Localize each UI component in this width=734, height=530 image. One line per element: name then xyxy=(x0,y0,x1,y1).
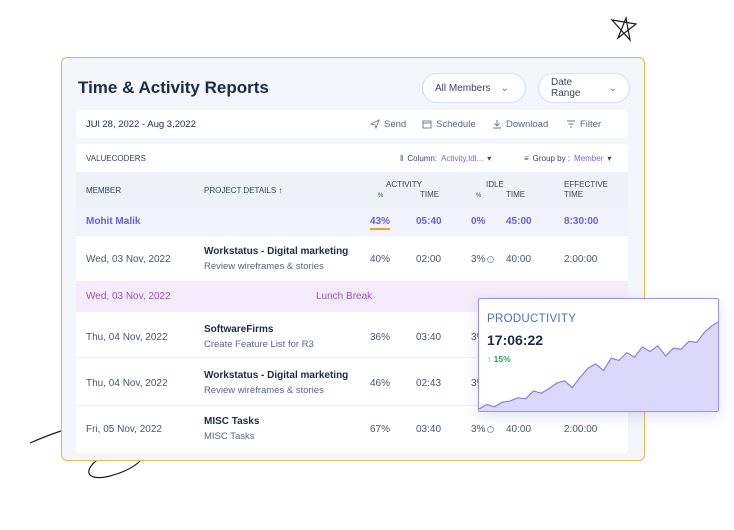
members-select[interactable]: All Members ⌄ xyxy=(422,73,526,103)
filter-label: Filter xyxy=(580,118,602,130)
filter-button[interactable]: Filter xyxy=(566,119,601,130)
row-idle-pct-value: 3% xyxy=(471,424,486,435)
download-label: Download xyxy=(506,118,549,130)
column-label: Column: xyxy=(407,154,438,163)
member-activity-pct: 43% xyxy=(370,216,391,230)
row-project: MISC Tasks xyxy=(204,416,260,427)
row-date: Wed, 03 Nov, 2022 xyxy=(86,254,171,265)
productivity-sparkline xyxy=(479,321,718,411)
row-activity-time: 03:40 xyxy=(416,424,442,435)
row-activity-time: 02:43 xyxy=(416,378,442,389)
member-idle-time: 45:00 xyxy=(506,216,532,227)
row-activity-time: 03:40 xyxy=(416,332,442,343)
break-date: Wed, 03 Nov, 2022 xyxy=(86,291,171,302)
productivity-label: PRODUCTIVITY xyxy=(487,313,577,325)
members-select-label: All Members xyxy=(435,82,491,94)
organization-name: VALUECODERS xyxy=(86,154,146,163)
row-task: Review wireframes & stories xyxy=(204,385,324,396)
row-effective: 2:00:00 xyxy=(564,424,598,435)
member-summary-row[interactable]: Mohit Malik 43% 05:40 0% 45:00 8:30:00 xyxy=(76,208,628,236)
break-label: Lunch Break xyxy=(316,291,373,302)
group-by-selector[interactable]: ≡ Group by : Member ▾ xyxy=(524,154,611,163)
table-header-bar: VALUECODERS ‖ Column: Activity,Idl... ▾ … xyxy=(76,144,628,172)
header-idle-time: TIME xyxy=(506,190,526,199)
member-idle-pct: 0% xyxy=(471,216,486,227)
columns-icon: ‖ xyxy=(400,154,404,163)
row-activity-pct: 67% xyxy=(370,424,391,435)
row-date: Fri, 05 Nov, 2022 xyxy=(86,424,162,435)
table-row[interactable]: Fri, 05 Nov, 2022 MISC Tasks MISC Tasks … xyxy=(76,406,628,453)
info-icon[interactable]: i xyxy=(487,255,495,263)
header-project[interactable]: PROJECT DETAILS ↑ xyxy=(204,186,283,195)
row-date: Thu, 04 Nov, 2022 xyxy=(86,332,168,343)
chevron-down-icon: ⌄ xyxy=(500,82,509,94)
column-selector[interactable]: ‖ Column: Activity,Idl... ▾ xyxy=(400,154,491,163)
header-activity[interactable]: ACTIVITY xyxy=(386,180,423,189)
productivity-change-value: 15% xyxy=(493,354,511,364)
row-activity-pct: 46% xyxy=(370,378,391,389)
column-headers: MEMBER PROJECT DETAILS ↑ ACTIVITY % TIME… xyxy=(76,172,628,208)
header-effective-time: TIME xyxy=(564,190,584,199)
info-icon[interactable]: i xyxy=(487,425,495,433)
star-doodle-icon xyxy=(610,16,638,42)
row-task: MISC Tasks xyxy=(204,431,255,442)
date-range-text: JUl 28, 2022 - Aug 3,2022 xyxy=(86,118,196,130)
group-label: Group by : xyxy=(532,154,571,163)
report-toolbar: JUl 28, 2022 - Aug 3,2022 Send Schedule … xyxy=(76,110,628,138)
filter-icon xyxy=(567,120,575,128)
row-project: SoftwareFirms xyxy=(204,324,274,335)
date-range-select[interactable]: Date Range ⌄ xyxy=(538,73,630,103)
chevron-down-icon: ▾ xyxy=(607,154,612,163)
chevron-down-icon: ⌄ xyxy=(608,82,617,94)
page-title: Time & Activity Reports xyxy=(78,78,269,97)
download-icon xyxy=(493,120,501,129)
column-value: Activity,Idl... xyxy=(441,154,484,163)
header-effective[interactable]: EFFECTIVE xyxy=(564,180,609,189)
productivity-change: ↑ 15% xyxy=(487,354,511,364)
header-idle-pct: % xyxy=(476,193,482,199)
member-name[interactable]: Mohit Malik xyxy=(86,216,141,227)
row-task: Review wireframes & stories xyxy=(204,261,324,272)
date-range-select-label: Date Range xyxy=(551,77,581,99)
download-button[interactable]: Download xyxy=(492,119,548,130)
row-activity-pct: 40% xyxy=(370,254,391,265)
row-project: Workstatus - Digital marketing xyxy=(204,246,349,257)
header-idle[interactable]: IDLE xyxy=(486,180,504,189)
row-idle-time: 40:00 xyxy=(506,254,532,265)
row-task: Create Feature List for R3 xyxy=(204,339,314,350)
calendar-icon xyxy=(422,120,432,129)
row-idle-pct: 3% i xyxy=(471,424,495,435)
schedule-button[interactable]: Schedule xyxy=(422,119,476,130)
header-activity-pct: % xyxy=(378,193,384,199)
header-member[interactable]: MEMBER xyxy=(86,186,122,195)
row-effective: 2:00:00 xyxy=(564,254,598,265)
report-card: Time & Activity Reports All Members ⌄ Da… xyxy=(61,57,645,461)
row-idle-pct: 3% i xyxy=(471,254,495,265)
row-activity-time: 02:00 xyxy=(416,254,442,265)
member-activity-time: 05:40 xyxy=(416,216,442,227)
row-project: Workstatus - Digital marketing xyxy=(204,370,349,381)
row-date: Thu, 04 Nov, 2022 xyxy=(86,378,168,389)
member-effective: 8:30:00 xyxy=(564,216,599,227)
group-icon: ≡ xyxy=(524,154,529,163)
sparkline-line xyxy=(479,321,718,410)
header-activity-time: TIME xyxy=(420,190,440,199)
send-icon xyxy=(370,119,380,129)
send-button[interactable]: Send xyxy=(370,119,406,130)
productivity-card: PRODUCTIVITY 17:06:22 ↑ 15% xyxy=(478,298,719,412)
row-activity-pct: 36% xyxy=(370,332,391,343)
arrow-up-icon: ↑ xyxy=(487,354,492,364)
table-row[interactable]: Wed, 03 Nov, 2022 Workstatus - Digital m… xyxy=(76,236,628,282)
schedule-label: Schedule xyxy=(436,118,476,130)
row-idle-time: 40:00 xyxy=(506,424,532,435)
chevron-down-icon: ▾ xyxy=(487,154,492,163)
group-value: Member xyxy=(574,154,604,163)
productivity-time: 17:06:22 xyxy=(487,332,544,348)
send-label: Send xyxy=(384,118,407,130)
row-idle-pct-value: 3% xyxy=(471,254,486,265)
